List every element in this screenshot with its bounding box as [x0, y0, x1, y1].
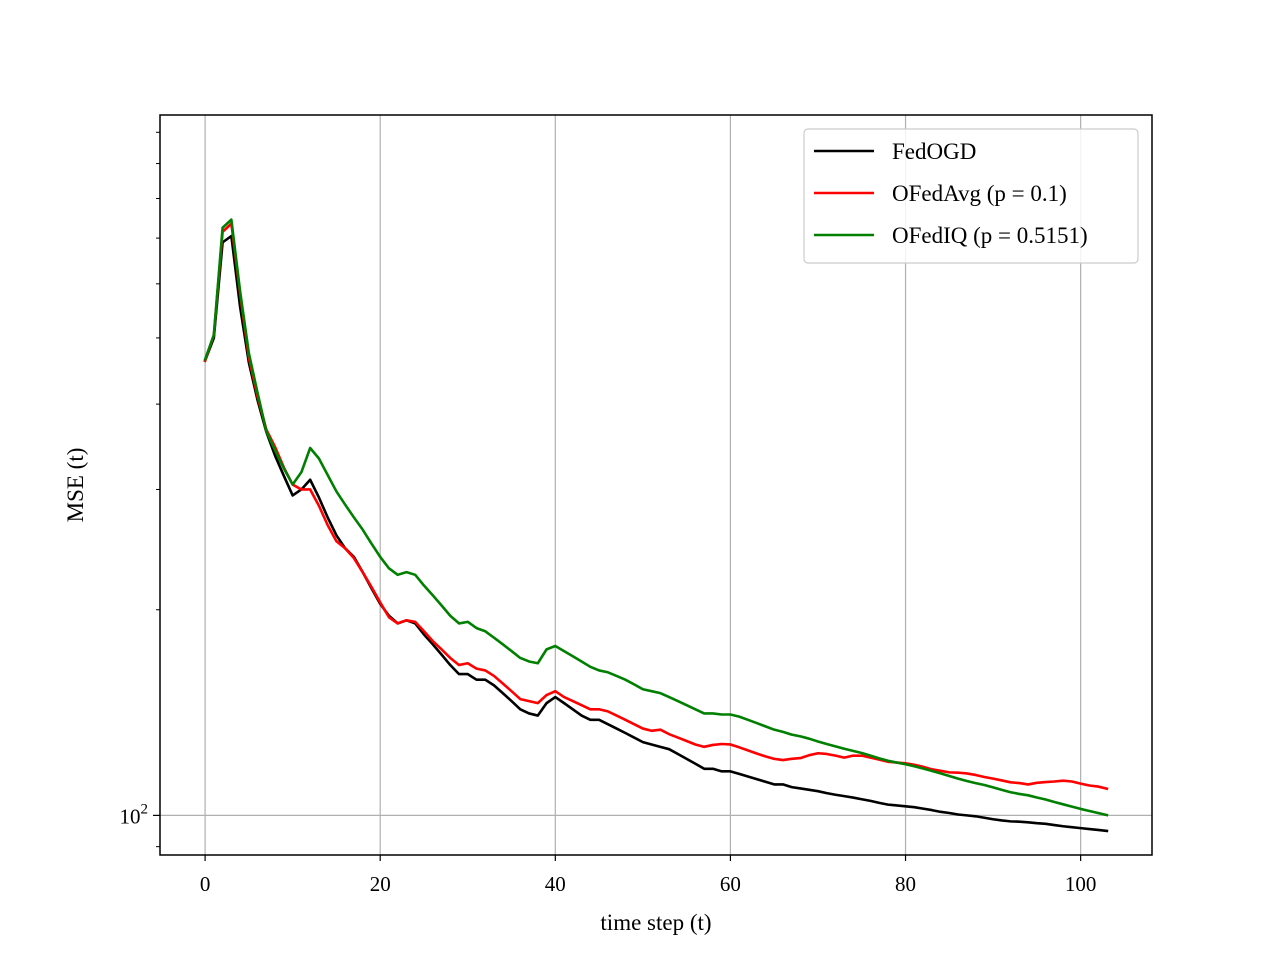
legend-label-2: OFedIQ (p = 0.5151)	[892, 223, 1088, 248]
legend-label-0: FedOGD	[892, 139, 976, 164]
x-tick-label: 0	[200, 872, 211, 896]
series-line-1	[203, 222, 1109, 791]
y-axis-label: MSE (t)	[63, 448, 88, 523]
legend: FedOGD OFedAvg (p = 0.1) OFedIQ (p = 0.515…	[803, 128, 1139, 264]
series-layer	[203, 218, 1109, 833]
tick-layer: 0 20 40 60 80 100 102	[120, 131, 1097, 896]
x-axis-label: time step (t)	[600, 910, 711, 935]
legend-box	[803, 128, 1139, 264]
x-tick-label: 100	[1065, 872, 1097, 896]
legend-label-1: OFedAvg (p = 0.1)	[892, 181, 1067, 206]
x-tick-label: 20	[370, 872, 391, 896]
series-line-2	[203, 218, 1109, 817]
y-tick-label: 102	[120, 801, 149, 828]
plot-frame	[159, 114, 1153, 856]
x-tick-label: 40	[545, 872, 566, 896]
grid-layer	[160, 115, 1152, 855]
x-tick-label: 80	[895, 872, 916, 896]
x-tick-label: 60	[720, 872, 741, 896]
